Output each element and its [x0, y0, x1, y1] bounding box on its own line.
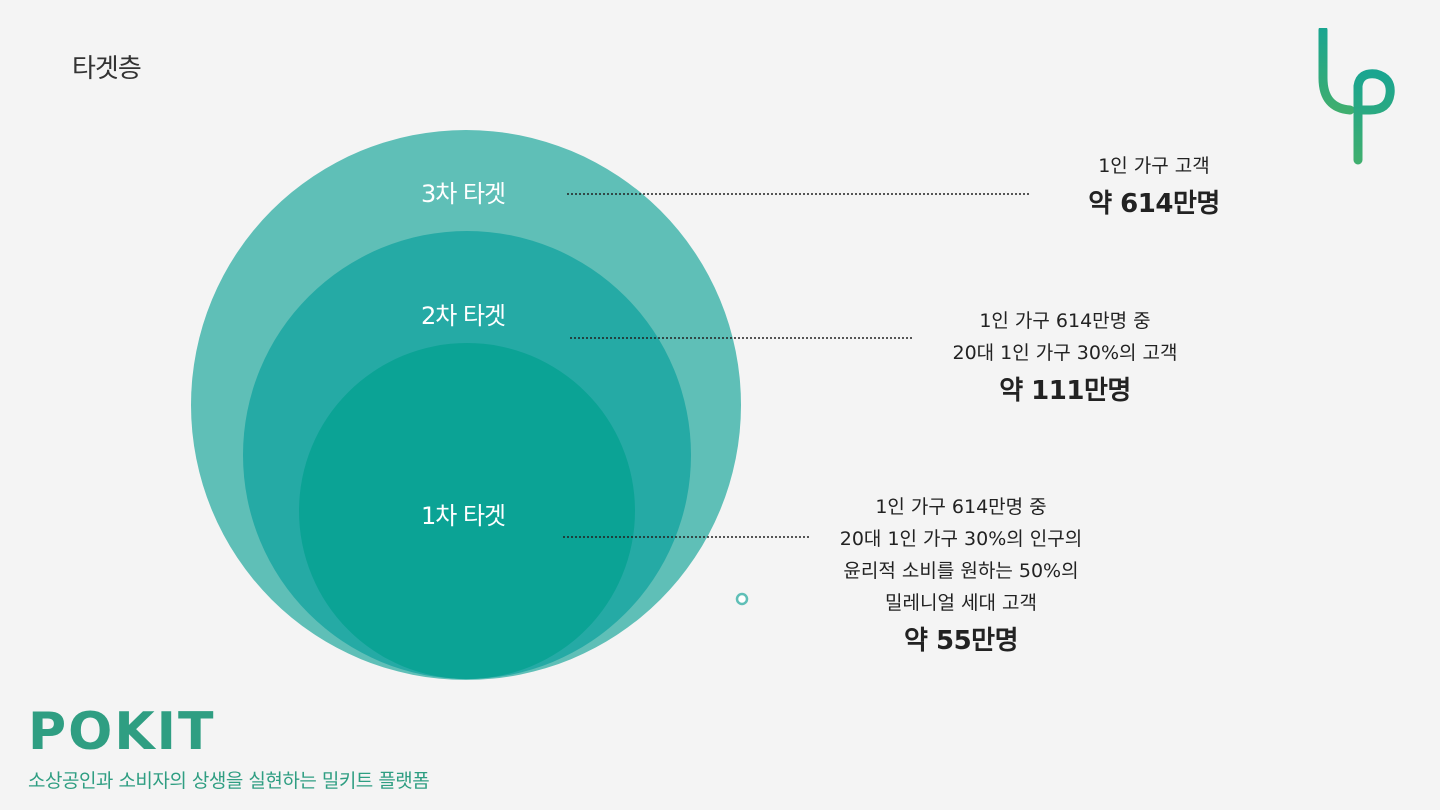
target-3-description: 1인 가구 고객 약 614만명 [1054, 150, 1254, 226]
target-2-description: 1인 가구 614만명 중 20대 1인 가구 30%의 고객 약 111만명 [915, 305, 1215, 413]
brand-tagline: 소상공인과 소비자의 상생을 실현하는 밀키트 플랫폼 [28, 770, 430, 792]
desc-line: 밀레니얼 세대 고객 [885, 592, 1037, 614]
target-1-description: 1인 가구 614만명 중 20대 1인 가구 30%의 인구의 윤리적 소비를… [811, 491, 1111, 663]
marker-dot [735, 592, 749, 606]
desc-line: 1인 가구 614만명 중 [979, 310, 1151, 332]
target-1-value: 약 55만명 [904, 626, 1019, 656]
desc-line: 윤리적 소비를 원하는 50%의 [843, 560, 1079, 582]
page-title: 타겟층 [72, 54, 142, 84]
desc-line: 1인 가구 614만명 중 [875, 496, 1047, 518]
desc-line: 20대 1인 가구 30%의 인구의 [839, 528, 1083, 550]
target-2-value: 약 111만명 [999, 376, 1131, 406]
inner-circle [299, 343, 635, 679]
desc-line: 20대 1인 가구 30%의 고객 [952, 342, 1178, 364]
target-label-3: 3차 타겟 [421, 180, 506, 208]
brand-name: POKIT [28, 702, 216, 762]
target-3-value: 약 614만명 [1088, 189, 1220, 219]
desc-line: 1인 가구 고객 [1098, 155, 1210, 177]
target-label-1: 1차 타겟 [421, 502, 506, 530]
target-label-2: 2차 타겟 [421, 302, 506, 330]
fork-p-logo-icon [1318, 28, 1395, 165]
